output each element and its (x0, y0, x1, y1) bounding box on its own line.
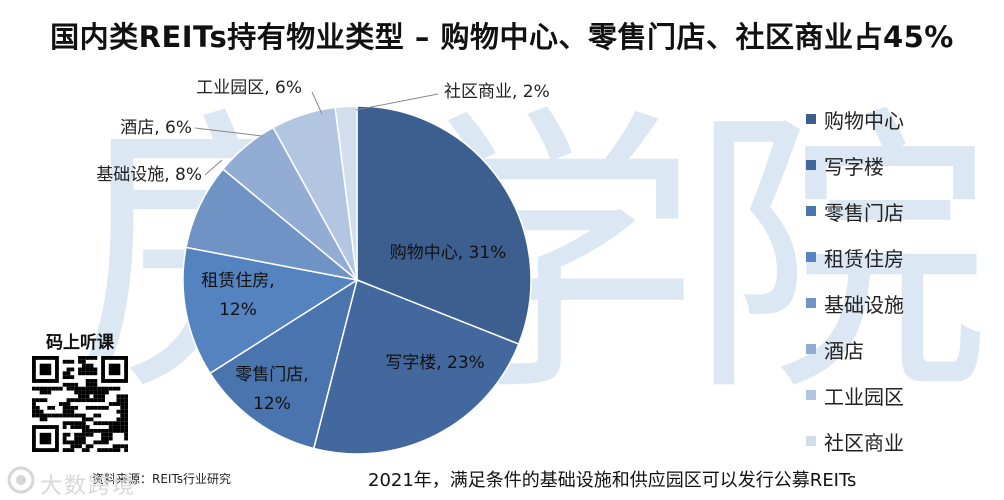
legend-swatch (806, 436, 816, 446)
qr-title: 码上听课 (46, 333, 114, 353)
legend-item-6: 酒店 (806, 326, 904, 372)
pie-slice-4 (182, 246, 360, 375)
legend-label: 租赁住房 (824, 246, 904, 271)
leader-line-8 (355, 93, 439, 111)
slide-title: 国内类REITs持有物业类型 – 购物中心、零售门店、社区商业占45% (50, 20, 954, 54)
legend-item-1: 购物中心 (806, 96, 904, 142)
brand-logo-text: 大数跨境 (40, 474, 137, 499)
legend-item-2: 写字楼 (806, 142, 904, 188)
leader-line-7 (311, 91, 323, 115)
pie-slice-1 (356, 105, 532, 346)
legend-item-5: 基础设施 (806, 280, 904, 326)
legend-swatch (806, 390, 816, 400)
legend-label: 零售门店 (824, 200, 904, 225)
legend-swatch (806, 252, 816, 262)
legend-label: 写字楼 (824, 154, 884, 179)
pie-slice-2 (312, 278, 520, 455)
qr-code-icon[interactable] (32, 356, 128, 452)
legend-swatch (806, 160, 816, 170)
legend-swatch (806, 344, 816, 354)
legend-label: 社区商业 (824, 430, 904, 455)
legend-label: 基础设施 (824, 292, 904, 317)
data-label-4: 租赁住房, 12% (201, 271, 274, 320)
data-label-5: 基础设施, 8% (96, 165, 202, 185)
legend-item-8: 社区商业 (806, 418, 904, 464)
legend-item-3: 零售门店 (806, 188, 904, 234)
legend-swatch (806, 298, 816, 308)
data-label-6: 酒店, 6% (120, 118, 192, 138)
pie-slice-3 (209, 278, 359, 450)
legend-swatch (806, 206, 816, 216)
legend-label: 酒店 (824, 338, 864, 363)
brand-logo-icon (7, 466, 35, 494)
data-label-7: 工业园区, 6% (196, 78, 302, 98)
legend-label: 购物中心 (824, 108, 904, 133)
data-label-3: 零售门店, 12% (235, 365, 308, 414)
leader-line-5 (204, 159, 223, 176)
legend-label: 工业园区 (824, 384, 904, 409)
legend-item-4: 租赁住房 (806, 234, 904, 280)
footer-note: 2021年，满足条件的基础设施和供应园区可以发行公募REITs (368, 470, 857, 491)
source-note: 资料来源：REITs行业研究 (92, 472, 232, 486)
chart-legend: 购物中心写字楼零售门店租赁住房基础设施酒店工业园区社区商业 (806, 96, 904, 464)
leader-line-6 (194, 127, 263, 137)
data-label-1: 购物中心, 31% (390, 243, 507, 263)
legend-swatch (806, 114, 816, 124)
data-label-8: 社区商业, 2% (444, 82, 550, 102)
pie-slice-8 (334, 105, 358, 281)
legend-item-7: 工业园区 (806, 372, 904, 418)
data-label-2: 写字楼, 23% (385, 353, 485, 373)
qr-block: 码上听课 (28, 328, 132, 456)
